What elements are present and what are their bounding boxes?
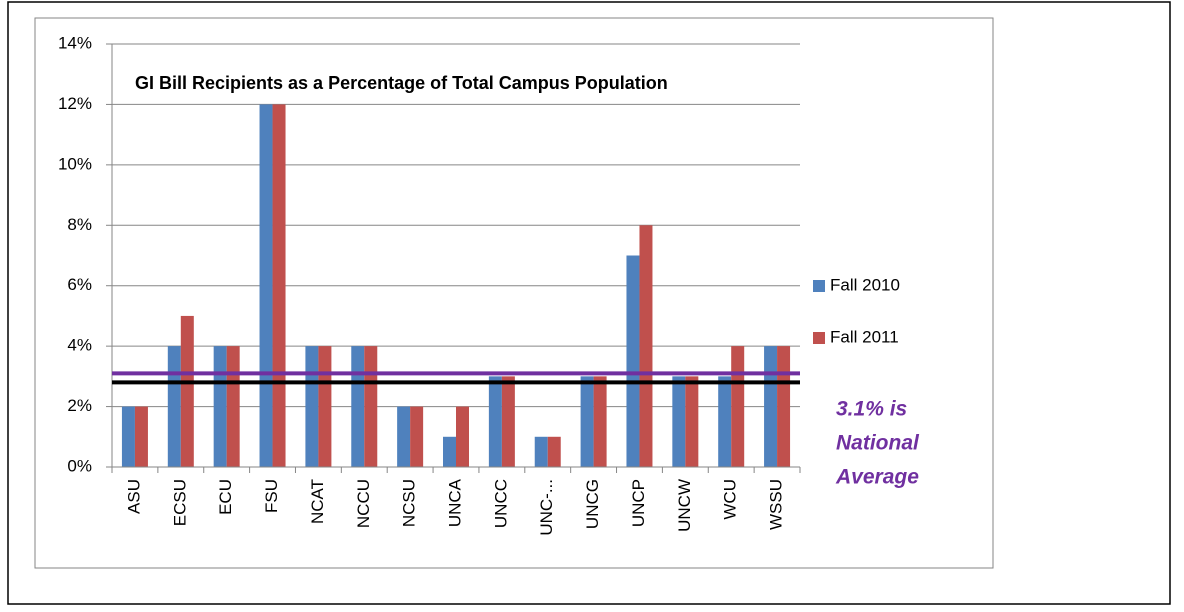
bar <box>580 376 594 467</box>
x-tick-label: UNC-... <box>537 479 556 536</box>
x-tick-label: NCSU <box>400 479 419 527</box>
y-tick-label: 10% <box>58 154 92 173</box>
x-tick-label: UNCP <box>629 479 648 527</box>
annotation: 3.1% is <box>836 398 907 421</box>
bar <box>672 376 686 467</box>
bar <box>731 346 745 467</box>
bar <box>547 436 561 467</box>
x-tick-label: WSSU <box>767 479 786 530</box>
x-tick-label: NCAT <box>308 479 327 524</box>
y-tick-label: 8% <box>67 215 92 234</box>
bar <box>456 406 469 467</box>
bar <box>443 436 456 467</box>
bar <box>639 225 653 467</box>
legend-label: Fall 2010 <box>830 275 900 294</box>
y-tick-label: 14% <box>58 33 92 52</box>
bar <box>534 436 548 467</box>
bar <box>121 406 135 467</box>
y-tick-label: 6% <box>67 275 92 294</box>
outer-border <box>7 1 1171 605</box>
x-tick-label: NCCU <box>354 479 373 528</box>
legend-swatch <box>813 332 825 344</box>
annotation: Average <box>835 466 919 489</box>
bar <box>134 406 148 467</box>
bar <box>626 255 640 467</box>
x-tick-label: UNCW <box>675 479 694 532</box>
chart-title: GI Bill Recipients as a Percentage of To… <box>135 73 668 93</box>
bar <box>180 315 194 467</box>
y-tick-label: 4% <box>67 336 92 355</box>
bar <box>318 346 332 467</box>
bar <box>213 346 227 467</box>
x-tick-label: FSU <box>262 479 281 513</box>
legend-swatch <box>813 280 825 292</box>
x-tick-label: ECSU <box>170 479 189 526</box>
legend-label: Fall 2011 <box>830 327 899 346</box>
bar <box>410 406 424 467</box>
bar <box>259 104 273 467</box>
bar <box>501 376 515 467</box>
bar <box>167 346 181 467</box>
x-tick-label: UNCA <box>445 478 464 527</box>
x-tick-label: ECU <box>216 479 235 515</box>
bar <box>226 346 240 467</box>
bar <box>777 346 791 467</box>
x-tick-label: UNCG <box>583 479 602 529</box>
bar <box>488 376 502 467</box>
x-tick-label: ASU <box>124 479 143 514</box>
bar <box>364 346 378 467</box>
annotation: National <box>836 432 920 455</box>
bar <box>685 376 699 467</box>
y-tick-label: 12% <box>58 94 92 113</box>
bar <box>718 376 732 467</box>
bar <box>305 346 319 467</box>
y-tick-label: 2% <box>67 396 92 415</box>
bar <box>272 104 286 467</box>
bar <box>593 376 607 467</box>
x-tick-label: WCU <box>721 479 740 520</box>
bar <box>764 346 778 467</box>
bar <box>351 346 365 467</box>
x-tick-label: UNCC <box>491 479 510 528</box>
chart-border <box>34 17 994 569</box>
y-tick-label: 0% <box>67 456 92 475</box>
bar <box>397 406 411 467</box>
